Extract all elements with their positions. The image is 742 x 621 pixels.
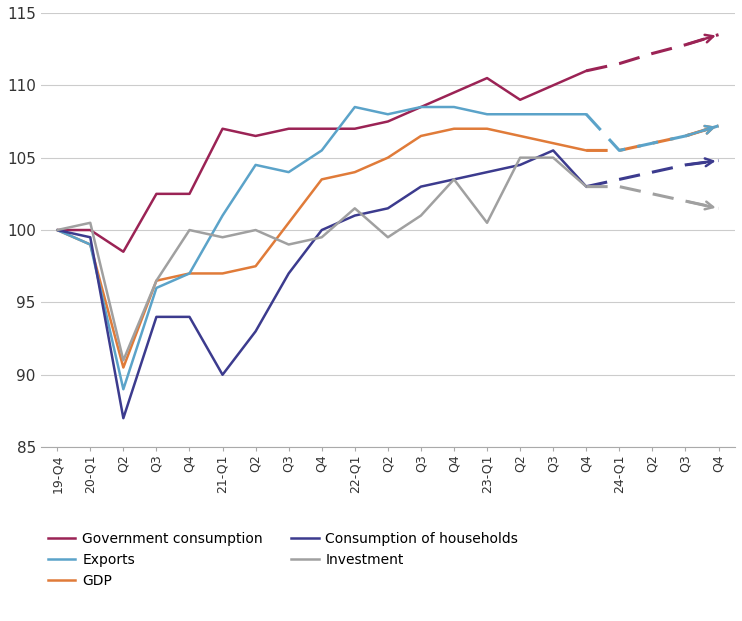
Legend: Government consumption, Exports, GDP, Consumption of households, Investment: Government consumption, Exports, GDP, Co… — [47, 532, 519, 588]
